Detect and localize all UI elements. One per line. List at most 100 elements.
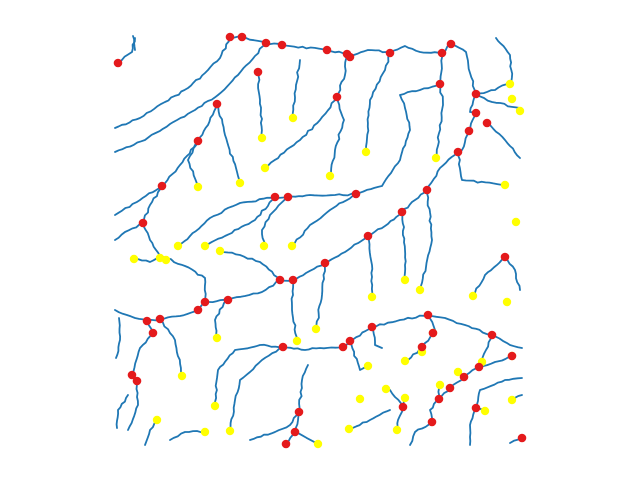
junction-marker <box>422 185 432 195</box>
junction-marker <box>223 295 233 305</box>
endpoint-marker <box>152 415 162 425</box>
junction-marker <box>277 40 287 50</box>
endpoint-marker <box>363 361 373 371</box>
stream-line <box>371 314 429 328</box>
junction-marker <box>113 58 123 68</box>
endpoint-marker <box>502 297 512 307</box>
stream-line <box>486 122 521 159</box>
junction-marker <box>507 351 517 361</box>
junction-marker <box>332 92 342 102</box>
stream-line <box>159 309 199 320</box>
endpoint-marker <box>453 367 463 377</box>
junction-marker <box>193 305 203 315</box>
junction-marker <box>322 45 332 55</box>
stream-lines <box>114 35 523 446</box>
stream-line <box>114 222 144 241</box>
junction-marker <box>193 136 203 146</box>
stream-line <box>142 185 163 224</box>
endpoint-marker <box>400 275 410 285</box>
junction-marker <box>471 108 481 118</box>
junction-marker <box>471 403 481 413</box>
endpoint-marker <box>173 241 183 251</box>
endpoint-marker <box>225 426 235 436</box>
junction-marker <box>127 370 137 380</box>
stream-line <box>371 326 383 349</box>
endpoint-marker <box>392 425 402 435</box>
stream-line <box>475 81 511 95</box>
stream-line <box>257 71 263 139</box>
stream-line <box>365 52 391 151</box>
endpoint-marker <box>215 246 225 256</box>
stream-line <box>367 211 403 237</box>
endpoint-marker <box>311 324 321 334</box>
junction-marker <box>345 52 355 62</box>
endpoint-marker <box>515 106 525 116</box>
stream-line <box>469 407 477 446</box>
stream-line <box>389 45 443 54</box>
stream-line <box>349 340 369 371</box>
endpoint-marker <box>292 336 302 346</box>
stream-line <box>401 211 407 281</box>
stream-line <box>439 52 444 85</box>
stream-line <box>114 42 267 153</box>
junction-marker <box>397 207 407 217</box>
junction-marker <box>428 328 438 338</box>
stream-line <box>355 83 441 195</box>
junction-marker <box>435 79 445 89</box>
junction-marker <box>345 336 355 346</box>
stream-line <box>169 430 206 441</box>
stream-line <box>117 37 136 64</box>
junction-marker <box>275 275 285 285</box>
endpoint-marker <box>505 79 515 89</box>
endpoint-marker <box>129 254 139 264</box>
junction-marker <box>398 402 408 412</box>
junction-markers <box>113 32 527 449</box>
endpoint-marker <box>507 94 517 104</box>
stream-line <box>264 96 338 169</box>
stream-line <box>261 196 289 247</box>
junction-marker <box>155 314 165 324</box>
stream-line <box>336 53 348 98</box>
stream-line <box>177 196 276 247</box>
endpoint-marker <box>161 255 171 265</box>
endpoint-marker <box>400 393 410 403</box>
stream-line <box>216 103 241 184</box>
stream-line <box>349 49 391 58</box>
junction-marker <box>500 252 510 262</box>
junction-marker <box>445 383 455 393</box>
junction-marker <box>283 192 293 202</box>
junction-marker <box>363 231 373 241</box>
stream-line <box>115 317 121 359</box>
endpoint-marker <box>259 241 269 251</box>
stream-line <box>219 250 281 281</box>
stream-line <box>349 326 373 342</box>
stream-line <box>495 37 514 86</box>
junction-marker <box>270 192 280 202</box>
stream-line <box>450 43 477 95</box>
junction-marker <box>200 297 210 307</box>
stream-line <box>249 411 300 441</box>
junction-marker <box>459 372 469 382</box>
junction-marker <box>474 362 484 372</box>
endpoint-marker <box>344 424 354 434</box>
junction-marker <box>294 407 304 417</box>
endpoint-marker <box>431 153 441 163</box>
stream-line <box>204 196 276 247</box>
junction-marker <box>281 439 291 449</box>
junction-marker <box>237 32 247 42</box>
stream-line <box>367 235 374 298</box>
junction-marker <box>471 89 481 99</box>
stream-line <box>282 346 344 351</box>
stream-line <box>427 314 491 336</box>
junction-marker <box>157 181 167 191</box>
endpoint-marker <box>177 371 187 381</box>
stream-line <box>409 421 433 446</box>
stream-line <box>115 394 129 429</box>
stream-line <box>475 377 523 409</box>
stream-line <box>127 380 139 431</box>
junction-marker <box>148 328 158 338</box>
junction-marker <box>338 342 348 352</box>
junction-marker <box>142 316 152 326</box>
junction-marker <box>320 258 330 268</box>
